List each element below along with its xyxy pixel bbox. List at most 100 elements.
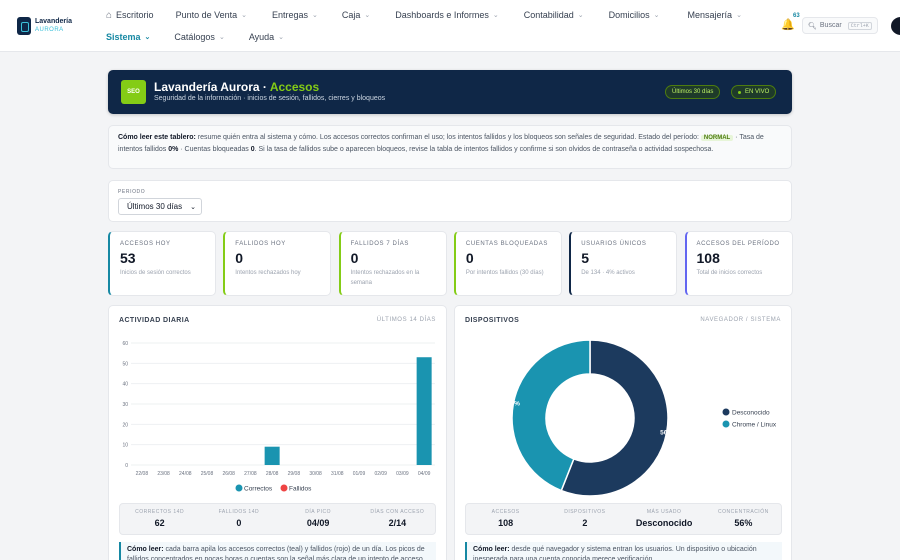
chevron-down-icon: ⌄	[144, 34, 151, 41]
activity-card: ACTIVIDAD DIARIA ÚLTIMOS 14 DÍAS 0 10 20 30…	[108, 305, 447, 560]
kpi-accesos-hoy: Accesos hoy 53 Inicios de sesión correctos	[108, 231, 216, 296]
x-tick-label: 29/08	[288, 471, 301, 477]
activity-help-note: Cómo leer: cada barra apila los accesos …	[119, 542, 436, 560]
secondary-nav: Sistema ⌄ Catálogos ⌄ Ayuda ⌄	[106, 31, 284, 43]
kpi-value: 53	[120, 250, 136, 266]
kpi-caption: Por intentos fallidos (30 días)	[465, 270, 544, 276]
logo-icon	[17, 17, 31, 35]
x-tick-label: 31/08	[331, 471, 344, 477]
kpi-cuentas-bloqueadas: Cuentas bloqueadas 0 Por intentos fallidos…	[453, 231, 562, 296]
dashboard-help-text: Cómo leer este tablero: resume quién ent…	[108, 125, 792, 169]
brand-logo[interactable]: Lavandería AURORA	[17, 17, 72, 35]
page-title-accent: Accesos	[269, 80, 320, 94]
bell-icon[interactable]: 🔔	[781, 19, 795, 31]
devices-range: NAVEGADOR / SISTEMA	[700, 317, 781, 323]
kpi-caption: Inicios de sesión correctos	[120, 270, 191, 276]
legend-label: Fallidos	[289, 486, 312, 493]
nav-catalogos[interactable]: Catálogos ⌄	[174, 31, 224, 43]
kpi-row: Accesos hoy 53 Inicios de sesión correctos…	[108, 231, 793, 296]
kpi-caption: Total de inicios correctos	[696, 270, 763, 276]
nav-dashboards-e-informes[interactable]: Dashboards e Informes ⌄	[395, 9, 498, 21]
nav-label: Punto de Venta	[175, 10, 238, 20]
x-tick-label: 22/08	[136, 471, 149, 477]
nav-label: Caja	[341, 10, 361, 20]
brand-subname: AURORA	[35, 27, 64, 33]
kpi-value: 108	[696, 250, 720, 266]
nav-caja[interactable]: Caja ⌄	[342, 9, 370, 21]
chevron-down-icon: ⌄	[241, 12, 247, 19]
legend-swatch	[722, 420, 730, 428]
nav-mensajeria[interactable]: Mensajería ⌄	[688, 9, 742, 21]
y-tick-label: 10	[122, 443, 128, 449]
legend-swatch	[722, 408, 730, 416]
nav-contabilidad[interactable]: Contabilidad ⌄	[524, 9, 584, 21]
kpi-caption: Intentos rechazados en la semana	[350, 270, 420, 286]
chevron-down-icon: ⌄	[577, 12, 584, 19]
nav-punto-de-venta[interactable]: Punto de Venta ⌄	[176, 9, 247, 21]
stat-concentracion: CONCENTRACIÓN 56%	[718, 509, 769, 528]
chevron-down-icon: ⌄	[218, 34, 225, 41]
nav-label: Escritorio	[116, 10, 154, 20]
brand-name: Lavandería	[35, 18, 72, 25]
slice-label: 56%	[660, 430, 673, 437]
nav-escritorio[interactable]: ⌂ Escritorio	[106, 9, 154, 21]
home-icon: ⌂	[106, 9, 113, 21]
x-tick-label: 27/08	[244, 471, 257, 477]
kpi-usuarios-unicos: Usuarios únicos 5 De 134 · 4% activos	[569, 231, 678, 296]
nav-label: Contabilidad	[523, 10, 574, 20]
x-tick-label: 02/09	[374, 471, 387, 477]
devices-card: DISPOSITIVOS NAVEGADOR / SISTEMA 56% 44% D…	[454, 305, 792, 560]
kpi-label: Accesos hoy	[120, 241, 171, 247]
activity-title: ACTIVIDAD DIARIA	[119, 317, 190, 324]
nav-label: Catálogos	[174, 32, 215, 42]
chevron-down-icon: ⌄	[364, 12, 371, 19]
chevron-down-icon: ⌄	[653, 12, 660, 19]
kpi-accesos-del-periodo: Accesos del período 108 Total de inicios c…	[684, 231, 793, 296]
y-tick-label: 0	[125, 463, 128, 469]
nav-label: Mensajería	[687, 10, 733, 20]
search-button[interactable]: 🔍︎ Buscar Ctrl+K	[802, 17, 878, 34]
nav-entregas[interactable]: Entregas ⌄	[272, 9, 318, 21]
chevron-down-icon: ⌄	[492, 12, 499, 19]
status-badge: NORMAL	[700, 135, 734, 141]
range-badge: Últimos 30 días	[665, 85, 721, 99]
devices-donut-chart: 56% 44% Desconocido Chrome / Linux	[507, 339, 777, 497]
x-tick-label: 30/08	[309, 471, 322, 477]
kpi-value: 0	[350, 250, 359, 266]
legend-label: Desconocido	[732, 410, 770, 417]
bar-correctos-04-09	[416, 357, 432, 465]
live-badge: EN VIVO	[731, 85, 777, 99]
nav-sistema[interactable]: Sistema ⌄	[106, 31, 150, 43]
page-header-banner: SEO Lavandería Aurora · Accesos Segurida…	[108, 70, 792, 114]
nav-ayuda[interactable]: Ayuda ⌄	[249, 31, 284, 43]
search-label: Buscar	[819, 22, 842, 29]
nav-label: Ayuda	[248, 32, 275, 42]
period-select[interactable]: Últimos 30 días ⌄	[118, 198, 202, 215]
stat-dispositivos: DISPOSITIVOS 2	[564, 509, 606, 528]
legend-label: Chrome / Linux	[732, 422, 777, 429]
nav-domicilios[interactable]: Domicilios ⌄	[609, 9, 660, 21]
chevron-down-icon: ⌄	[278, 34, 285, 41]
kpi-caption: Intentos rechazados hoy	[235, 270, 301, 276]
x-tick-label: 01/09	[353, 471, 366, 477]
x-tick-label: 28/08	[266, 471, 279, 477]
top-bar: Lavandería AURORA ⌂ Escritorio Punto de Ve…	[0, 0, 900, 52]
avatar[interactable]	[891, 17, 900, 35]
legend-swatch	[280, 484, 288, 492]
devices-stats: ACCESOS 108 DISPOSITIVOS 2 MÁS USADO Desconoc…	[465, 503, 782, 535]
stat-mas-usado: MÁS USADO Desconocido	[635, 509, 693, 528]
nav-label: Dashboards e Informes	[395, 10, 489, 20]
notification-count: 63	[793, 13, 800, 19]
stat-fallidos-14d: FALLIDOS 14D 0	[218, 509, 260, 528]
kpi-label: Cuentas bloqueadas	[465, 241, 548, 247]
daily-activity-chart: 0 10 20 30 40 50 60 22/08 23/08 24/08 25/08 26/08 27…	[122, 341, 435, 493]
kpi-fallidos-7-dias: Fallidos 7 días 0 Intentos rechazados en l…	[338, 231, 447, 296]
stat-accesos: ACCESOS 108	[491, 509, 520, 528]
kpi-label: Fallidos hoy	[235, 241, 286, 247]
y-tick-label: 50	[122, 361, 128, 367]
legend-label: Correctos	[244, 486, 273, 493]
kpi-fallidos-hoy: Fallidos hoy 0 Intentos rechazados hoy	[223, 231, 332, 296]
legend-swatch	[235, 484, 243, 492]
slice-label: 44%	[507, 400, 520, 407]
period-label: PERIODO	[118, 189, 146, 195]
